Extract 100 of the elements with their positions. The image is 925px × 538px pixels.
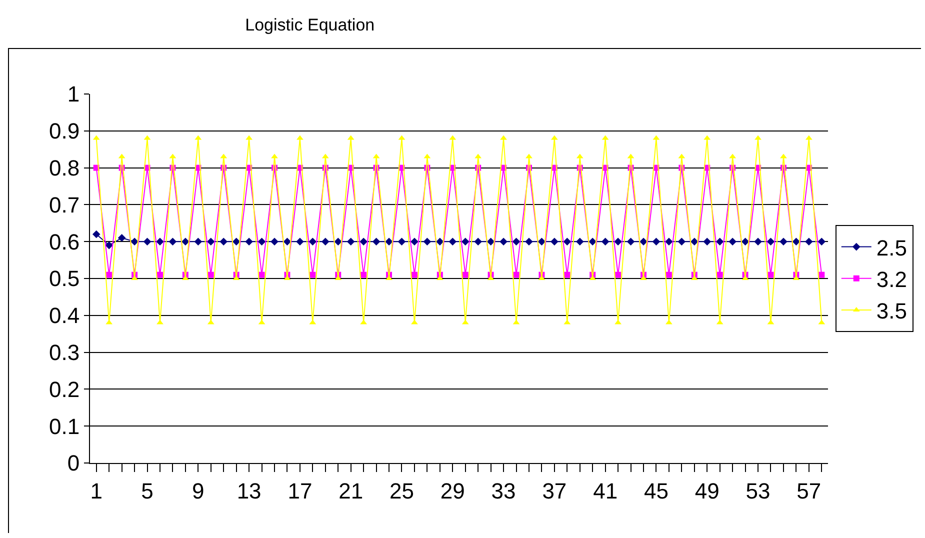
point xyxy=(118,234,126,242)
point xyxy=(754,238,762,246)
point xyxy=(156,320,164,324)
point xyxy=(538,238,546,246)
legend-label: 3.5 xyxy=(876,298,907,324)
point xyxy=(448,238,457,246)
point xyxy=(208,272,214,278)
point xyxy=(310,272,316,278)
y-tick-label: 0.1 xyxy=(49,414,80,439)
x-tick-label: 1 xyxy=(90,478,102,504)
point xyxy=(690,238,698,246)
point xyxy=(780,238,788,246)
x-tick-label: 49 xyxy=(694,478,720,504)
point xyxy=(156,272,163,278)
point xyxy=(792,238,800,246)
point xyxy=(474,238,482,246)
y-tick-label: 0.3 xyxy=(49,340,80,365)
x-tick-label: 29 xyxy=(440,478,465,504)
x-tick-label: 53 xyxy=(746,478,770,504)
y-tick-label: 1 xyxy=(67,82,80,107)
y-tick-label: 0.9 xyxy=(49,118,80,144)
point xyxy=(322,238,330,246)
point xyxy=(513,272,520,278)
point xyxy=(232,238,240,246)
point xyxy=(716,238,724,246)
point xyxy=(805,238,813,246)
point xyxy=(818,272,825,278)
point xyxy=(194,238,202,246)
point xyxy=(525,238,533,246)
point xyxy=(615,272,622,278)
point xyxy=(411,272,418,278)
point xyxy=(563,238,572,246)
point xyxy=(626,238,635,246)
point xyxy=(500,135,507,140)
point xyxy=(512,238,520,246)
x-tick-label: 13 xyxy=(236,478,262,504)
point xyxy=(716,272,723,278)
y-tick-label: 0 xyxy=(67,450,80,476)
point xyxy=(206,238,215,246)
point xyxy=(766,238,775,246)
point xyxy=(666,272,672,278)
point xyxy=(652,238,660,246)
point xyxy=(346,238,355,246)
x-tick-label: 37 xyxy=(542,478,567,504)
point xyxy=(182,238,190,246)
point xyxy=(614,238,622,246)
point xyxy=(360,238,368,246)
point xyxy=(818,238,826,246)
point xyxy=(500,238,508,246)
legend-label: 2.5 xyxy=(876,235,907,260)
point xyxy=(728,238,736,246)
point xyxy=(526,154,532,158)
y-tick-label: 0.5 xyxy=(49,266,80,292)
point xyxy=(270,238,278,246)
y-tick-label: 0.7 xyxy=(49,192,80,218)
y-tick-label: 0.8 xyxy=(49,156,80,180)
point xyxy=(220,238,228,246)
y-tick-label: 0.6 xyxy=(49,229,80,254)
x-tick-label: 9 xyxy=(192,478,204,504)
point xyxy=(143,238,152,246)
point xyxy=(588,238,596,246)
y-tick-label: 0.2 xyxy=(49,376,80,402)
x-tick-label: 45 xyxy=(644,478,668,504)
point xyxy=(283,238,292,246)
point xyxy=(665,238,673,246)
point xyxy=(640,238,648,246)
point xyxy=(106,272,112,278)
point xyxy=(462,272,468,278)
point xyxy=(768,272,774,278)
point xyxy=(703,238,712,246)
point xyxy=(754,135,762,140)
point xyxy=(168,238,177,246)
point xyxy=(360,272,367,278)
point xyxy=(258,238,266,246)
x-tick-label: 5 xyxy=(141,478,154,504)
point xyxy=(92,230,100,238)
point xyxy=(105,241,113,250)
x-tick-label: 33 xyxy=(491,478,516,504)
point xyxy=(486,238,495,246)
point xyxy=(271,154,278,158)
point xyxy=(423,238,432,246)
point xyxy=(385,238,393,246)
point xyxy=(245,238,253,246)
point xyxy=(308,238,317,246)
x-tick-label: 17 xyxy=(288,478,312,504)
point xyxy=(601,238,610,246)
chart-title: Logistic Equation xyxy=(245,16,375,35)
point xyxy=(296,238,304,246)
point xyxy=(372,238,380,246)
x-tick-label: 57 xyxy=(796,478,822,504)
y-tick-label: 0.4 xyxy=(49,303,80,328)
x-tick-label: 41 xyxy=(593,478,618,504)
x-tick-label: 25 xyxy=(390,478,414,504)
point xyxy=(411,320,418,324)
point xyxy=(258,272,265,278)
point xyxy=(410,238,418,246)
point xyxy=(780,154,787,158)
point xyxy=(564,272,570,278)
point xyxy=(130,238,138,246)
point xyxy=(398,238,406,246)
